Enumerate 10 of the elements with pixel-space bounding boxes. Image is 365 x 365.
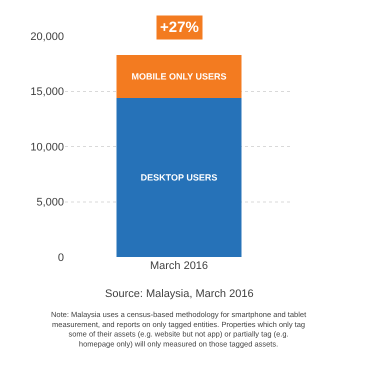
series-label: DESKTOP USERS: [140, 172, 218, 182]
source-note: Source: Malaysia, March 2016: [105, 288, 254, 300]
x-tick-label: March 2016: [150, 260, 208, 272]
y-tick-label: 5,000: [36, 196, 64, 209]
y-tick-label: 20,000: [30, 30, 64, 43]
y-tick-label: 0: [58, 252, 64, 264]
y-tick-label: 15,000: [30, 86, 64, 98]
y-tick-label: 10,000: [30, 141, 64, 154]
series-label: MOBILE ONLY USERS: [131, 71, 227, 82]
annotation: +27%: [160, 19, 199, 36]
